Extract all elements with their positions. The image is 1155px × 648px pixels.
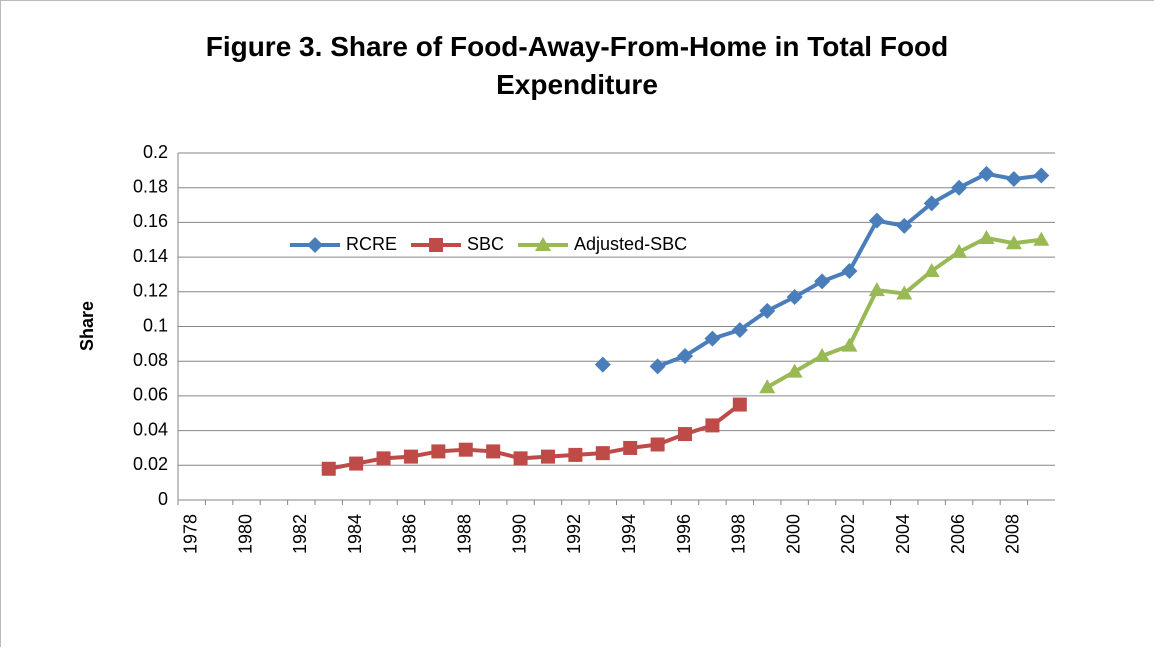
y-tick-label: 0.12 <box>133 281 168 301</box>
marker <box>677 347 694 364</box>
y-tick-label: 0.16 <box>133 211 168 231</box>
x-tick-label: 1996 <box>674 514 694 554</box>
y-tick-label: 0.1 <box>143 315 168 335</box>
x-tick-label: 2006 <box>948 514 968 554</box>
marker <box>649 358 666 375</box>
marker <box>814 273 831 290</box>
marker <box>759 302 776 319</box>
y-tick-label: 0.04 <box>133 419 168 439</box>
x-tick-label: 2008 <box>1003 514 1023 554</box>
marker <box>623 440 638 455</box>
marker <box>429 238 444 252</box>
marker <box>923 195 940 212</box>
marker <box>568 447 583 462</box>
marker <box>595 446 610 461</box>
y-tick-label: 0.14 <box>133 246 168 266</box>
legend-item: RCRE <box>290 234 397 254</box>
legend-item: Adjusted-SBC <box>518 234 687 254</box>
marker <box>951 179 968 196</box>
marker <box>431 444 446 459</box>
marker <box>1033 167 1050 184</box>
marker <box>1033 231 1050 246</box>
y-tick-label: 0.06 <box>133 385 168 405</box>
marker <box>307 237 323 253</box>
marker <box>759 379 776 394</box>
marker <box>535 237 552 251</box>
marker <box>594 356 611 373</box>
x-tick-label: 2004 <box>893 514 913 554</box>
marker <box>650 437 665 452</box>
y-tick-label: 0.2 <box>143 142 168 162</box>
series-line <box>328 402 742 471</box>
marker <box>786 363 803 378</box>
marker <box>896 217 913 234</box>
x-tick-label: 1998 <box>729 514 749 554</box>
marker <box>896 285 913 300</box>
marker <box>321 461 336 476</box>
marker <box>1005 235 1022 250</box>
marker <box>786 289 803 306</box>
marker <box>486 444 501 459</box>
x-tick-label: 1980 <box>235 514 255 554</box>
marker <box>513 451 528 466</box>
x-tick-label: 1982 <box>290 514 310 554</box>
x-tick-label: 1988 <box>455 514 475 554</box>
marker <box>868 212 885 229</box>
x-tick-label: 1994 <box>619 514 639 554</box>
y-axis-label: Share <box>77 301 97 351</box>
series-line <box>766 236 1042 389</box>
legend-label: SBC <box>467 234 504 254</box>
y-tick-label: 0 <box>158 489 168 509</box>
legend-label: RCRE <box>346 234 397 254</box>
marker <box>678 427 693 442</box>
x-tick-label: 1986 <box>400 514 420 554</box>
y-tick-label: 0.02 <box>133 454 168 474</box>
marker <box>732 397 747 412</box>
marker <box>540 449 555 464</box>
marker <box>704 330 721 347</box>
x-tick-label: 2002 <box>838 514 858 554</box>
legend-item: SBC <box>411 234 504 254</box>
marker <box>978 165 995 182</box>
x-tick-label: 1978 <box>180 514 200 554</box>
legend-label: Adjusted-SBC <box>574 234 687 254</box>
x-tick-label: 2000 <box>783 514 803 554</box>
x-tick-label: 1984 <box>345 514 365 554</box>
marker <box>376 451 391 466</box>
x-tick-label: 1990 <box>509 514 529 554</box>
marker <box>814 347 831 362</box>
marker <box>841 337 858 352</box>
marker <box>1005 171 1022 188</box>
x-tick-label: 1992 <box>564 514 584 554</box>
marker <box>403 449 418 464</box>
marker <box>978 230 995 245</box>
y-tick-label: 0.08 <box>133 350 168 370</box>
marker <box>705 418 720 433</box>
marker <box>868 282 885 297</box>
marker <box>731 321 748 338</box>
marker <box>349 456 364 471</box>
y-tick-label: 0.18 <box>133 176 168 196</box>
marker <box>923 262 940 277</box>
marker <box>841 262 858 279</box>
marker <box>458 442 473 457</box>
chart-title: Figure 3. Share of Food-Away-From-Home i… <box>205 31 949 100</box>
marker <box>951 243 968 258</box>
